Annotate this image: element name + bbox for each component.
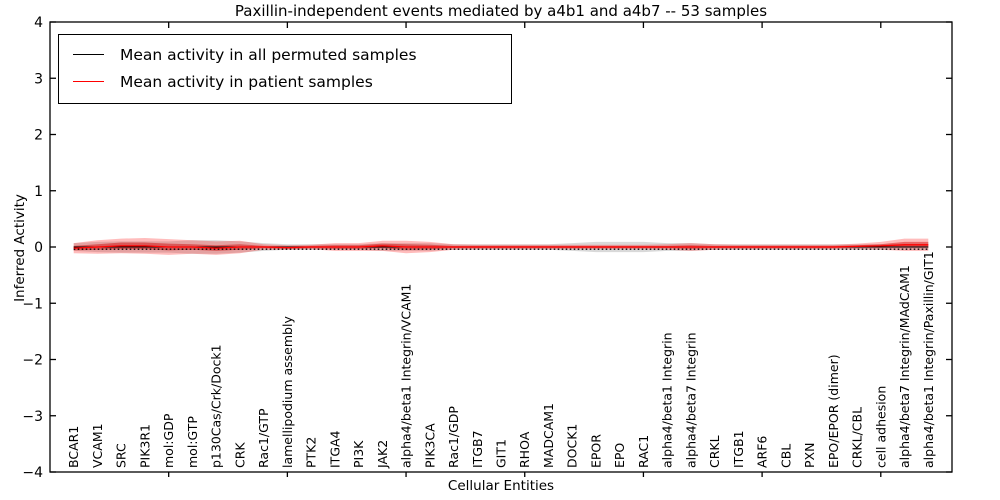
x-category-label: MADCAM1: [541, 403, 556, 468]
x-category-label: CBL: [778, 444, 793, 468]
x-category-label: EPO/EPOR (dimer): [826, 354, 841, 468]
x-category-label: PXN: [802, 443, 817, 468]
legend-entry-permuted: Mean activity in all permuted samples: [69, 41, 501, 68]
x-category-label: alpha4/beta1 Integrin/Paxillin/GIT1: [921, 251, 936, 468]
x-category-label: mol:GDP: [161, 413, 176, 468]
patient-line-swatch: [73, 81, 104, 82]
x-category-label: VCAM1: [90, 423, 105, 468]
chart-title: Paxillin-independent events mediated by …: [234, 2, 768, 20]
y-tick-label: 4: [34, 15, 43, 31]
x-category-label: BCAR1: [66, 426, 81, 468]
x-category-label: CRKL/CBL: [850, 407, 865, 468]
legend-label: Mean activity in all permuted samples: [120, 45, 417, 64]
x-category-label: lamellipodium assembly: [280, 316, 295, 468]
legend-entry-patient: Mean activity in patient samples: [69, 68, 501, 95]
x-category-label: ITGB1: [731, 430, 746, 468]
permuted-line-swatch: [73, 54, 104, 55]
x-category-label: EPO: [612, 443, 627, 468]
x-category-label: alpha4/beta7 Integrin: [683, 332, 698, 468]
x-category-label: JAK2: [375, 440, 390, 469]
legend-label: Mean activity in patient samples: [120, 72, 373, 91]
patient-mean-line: [73, 244, 929, 249]
x-category-label: SRC: [114, 443, 129, 468]
x-category-label: Rac1/GTP: [256, 408, 271, 468]
x-category-label: GIT1: [494, 439, 509, 468]
x-category-label: PIK3CA: [422, 423, 437, 468]
x-category-label: DOCK1: [565, 424, 580, 468]
x-category-label: cell adhesion: [873, 386, 888, 468]
x-category-label: alpha4/beta1 Integrin: [660, 332, 675, 468]
legend: Mean activity in all permuted samples Me…: [58, 34, 512, 104]
x-category-label: RHOA: [517, 431, 532, 468]
x-category-label: alpha4/beta7 Integrin/MAdCAM1: [897, 265, 912, 468]
x-category-label: Rac1/GDP: [446, 406, 461, 468]
y-tick-label: −1: [22, 296, 43, 312]
y-tick-label: 3: [34, 71, 43, 87]
y-tick-label: −3: [22, 409, 43, 425]
x-category-label: ARF6: [755, 436, 770, 468]
y-tick-label: 1: [34, 184, 43, 200]
x-category-label: PTK2: [304, 437, 319, 468]
x-axis-label: Cellular Entities: [447, 478, 555, 494]
y-tick-label: 0: [34, 240, 43, 256]
x-category-label: alpha4/beta1 Integrin/VCAM1: [399, 284, 414, 468]
x-category-label: ITGA4: [327, 430, 342, 468]
x-category-label: ITGB7: [470, 430, 485, 468]
y-tick-label: 2: [34, 128, 43, 144]
x-category-label: mol:GTP: [185, 416, 200, 468]
x-category-label: PIK3R1: [137, 424, 152, 468]
x-category-label: EPOR: [588, 434, 603, 468]
x-category-label: RAC1: [636, 435, 651, 468]
y-tick-label: −4: [22, 465, 43, 481]
x-category-label: PI3K: [351, 440, 366, 468]
y-tick-label: −2: [22, 353, 43, 369]
x-category-label: CRKL: [707, 435, 722, 468]
x-category-label: CRK: [232, 442, 247, 468]
x-category-label: p130Cas/Crk/Dock1: [209, 344, 224, 468]
